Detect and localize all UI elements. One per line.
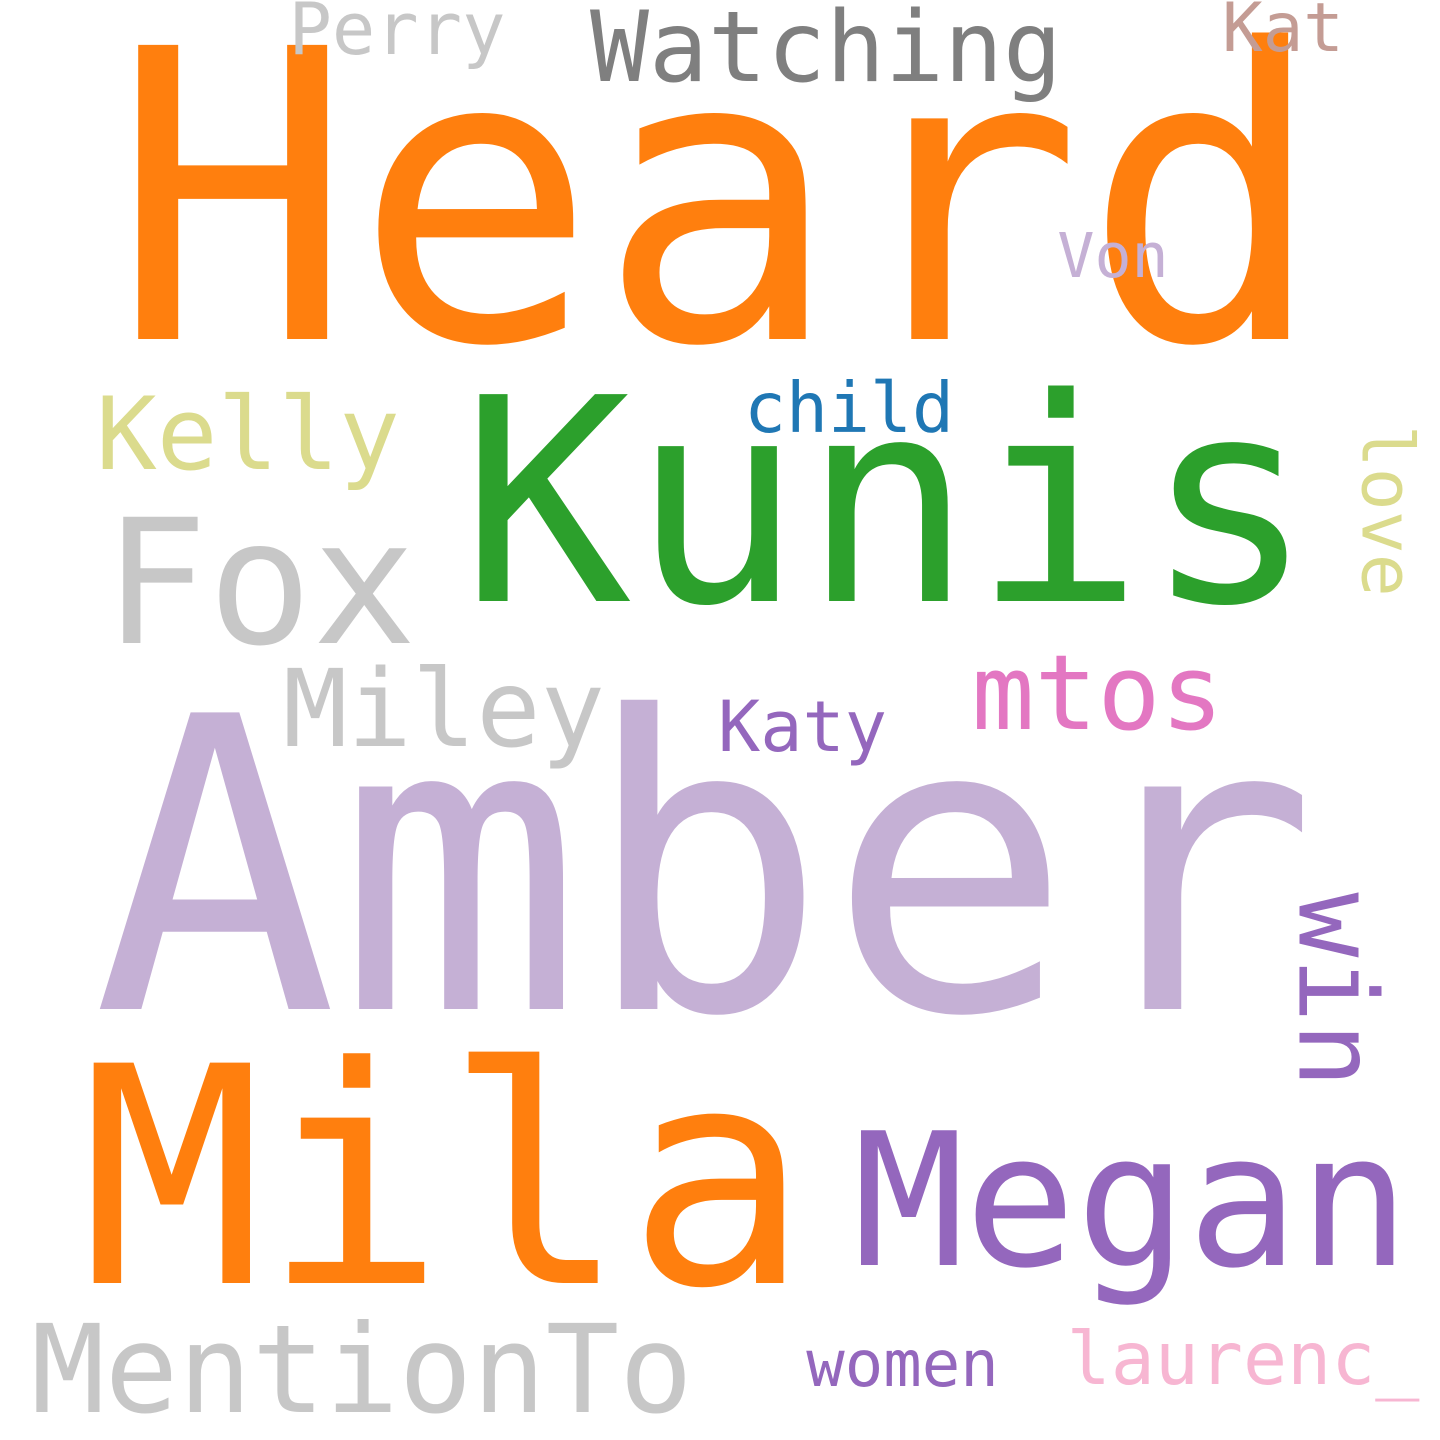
word-heard: Heard	[111, 0, 1326, 435]
word-von: Von	[1057, 220, 1169, 293]
word-miley: Miley	[283, 647, 605, 772]
word-megan: Megan	[853, 1093, 1410, 1310]
word-women: women	[806, 1328, 999, 1403]
word-win: win	[1273, 892, 1400, 1088]
word-kunis: Kunis	[460, 338, 1315, 669]
word-mila: Mila	[80, 1002, 810, 1355]
word-kelly: Kelly	[96, 374, 400, 493]
word-laurenc: laurenc_	[1066, 1317, 1420, 1403]
word-mention-to: MentionTo	[31, 1299, 693, 1440]
word-kat: Kat	[1222, 0, 1344, 67]
word-mtos: mtos	[971, 631, 1224, 754]
word-love: love	[1345, 425, 1429, 597]
word-fox: Fox	[103, 482, 417, 685]
word-katy: Katy	[718, 686, 887, 768]
word-watching: Watching	[590, 0, 1062, 106]
word-child: child	[744, 367, 954, 449]
word-perry: Perry	[288, 0, 506, 72]
word-amber: Amber	[92, 631, 1318, 1106]
